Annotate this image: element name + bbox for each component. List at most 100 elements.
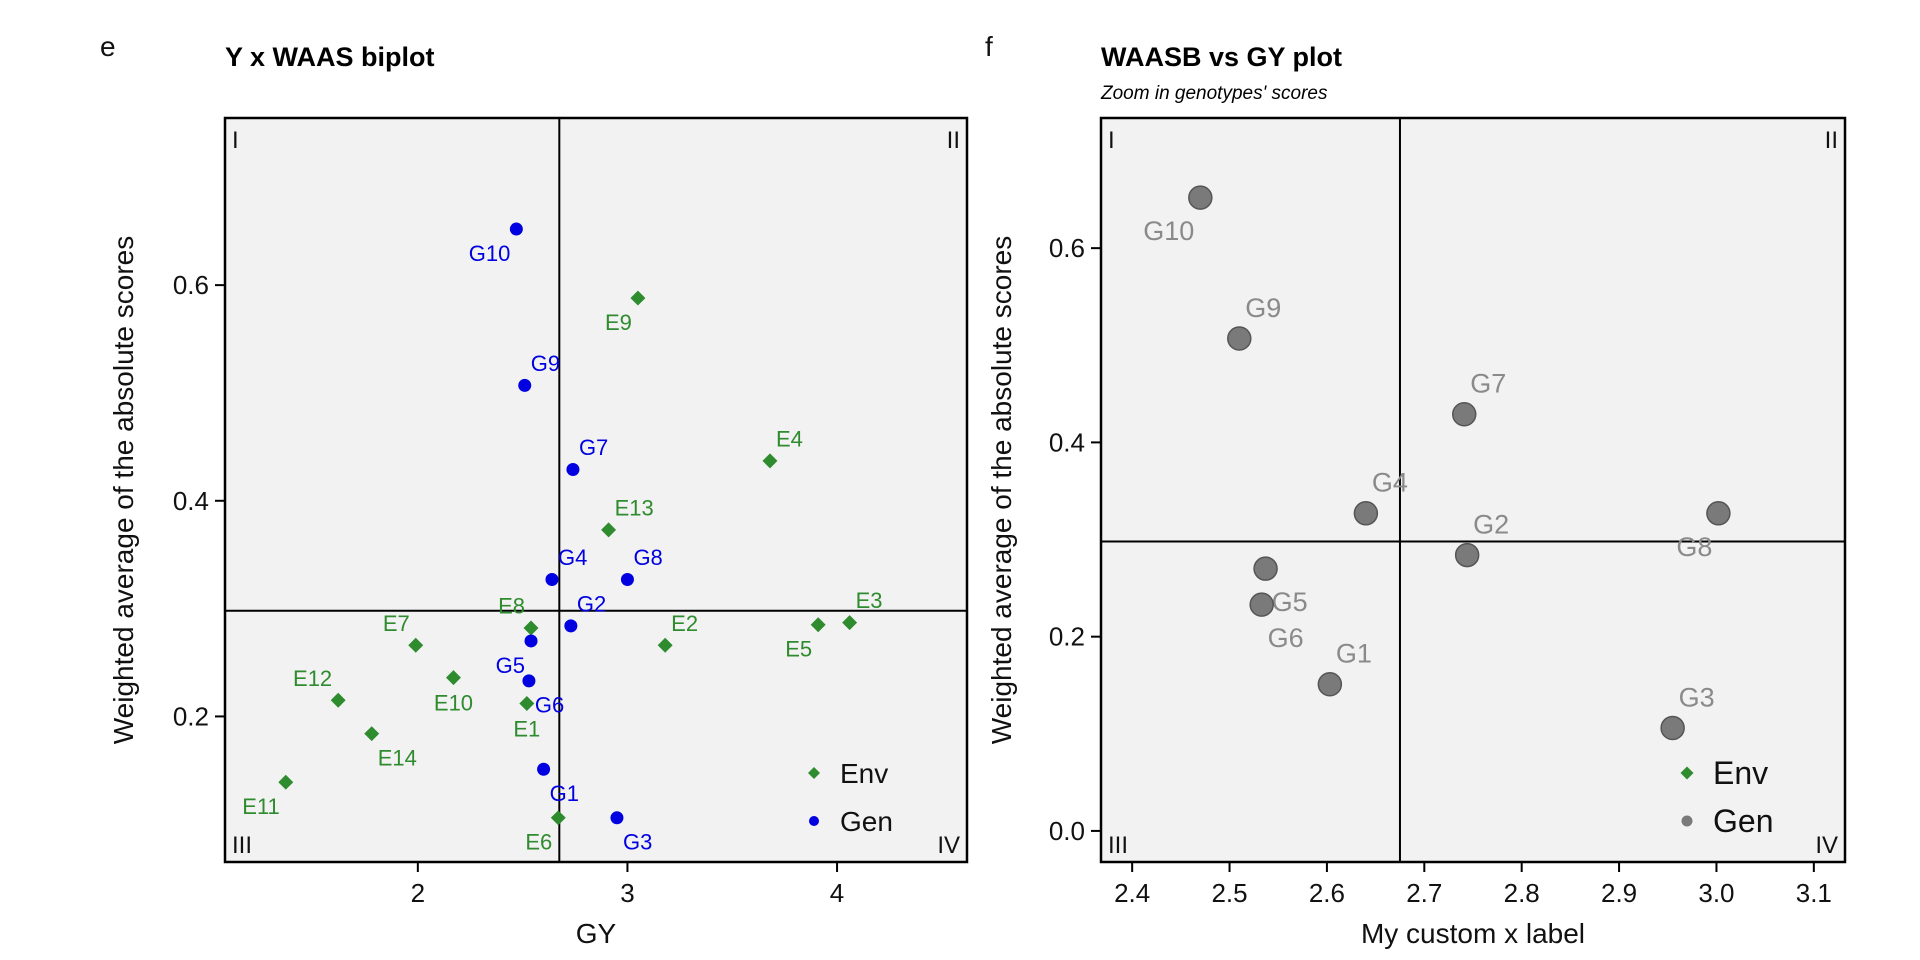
panel-tag: e	[100, 31, 116, 62]
point-label-G4: G4	[1372, 468, 1408, 498]
x-tick-label: 2.7	[1406, 878, 1442, 908]
point-G6	[1249, 592, 1274, 617]
point-G10	[509, 222, 523, 236]
legend-label-env: Env	[840, 758, 888, 789]
legend-key-gen	[809, 816, 819, 826]
legend-key-env	[1680, 766, 1694, 780]
legend: Env Gen	[1680, 755, 1773, 839]
y-tick-label: 0.2	[1049, 622, 1085, 652]
point-G9	[518, 378, 532, 392]
quadrant-label-II: II	[947, 127, 960, 154]
point-label-E9: E9	[605, 310, 632, 335]
point-G7	[1451, 401, 1477, 427]
x-tick-label: 3.1	[1796, 878, 1832, 908]
point-G2	[564, 619, 578, 633]
point-label-E8: E8	[498, 594, 525, 619]
point-G2	[1454, 542, 1480, 568]
point-label-G7: G7	[579, 435, 608, 460]
quadrant-label-IV: IV	[937, 832, 960, 859]
x-axis-title: GY	[576, 918, 617, 949]
point-G1	[1317, 672, 1343, 697]
point-label-G7: G7	[1470, 369, 1506, 399]
point-G5	[1253, 556, 1278, 581]
point-label-G1: G1	[550, 781, 579, 806]
x-axis-title: My custom x label	[1361, 918, 1585, 949]
point-E10	[445, 670, 461, 686]
plot-background	[1101, 118, 1845, 862]
point-label-G3: G3	[623, 830, 652, 855]
y-tick-label: 0.4	[1049, 427, 1085, 457]
point-label-E14: E14	[378, 745, 417, 770]
plot-background	[225, 118, 967, 862]
point-E12	[330, 692, 346, 708]
point-label-G4: G4	[558, 545, 587, 570]
point-label-G6: G6	[1268, 623, 1304, 653]
point-G3	[1660, 715, 1685, 741]
y-tick-label: 0.2	[173, 701, 209, 731]
point-label-G5: G5	[1272, 587, 1308, 617]
point-E11	[278, 774, 294, 790]
x-tick-label: 4	[830, 878, 844, 908]
x-tick-label: 2.4	[1114, 878, 1150, 908]
point-label-E12: E12	[293, 666, 332, 691]
quadrant-label-III: III	[232, 832, 252, 859]
point-label-E5: E5	[785, 637, 812, 662]
x-tick-label: 2.8	[1504, 878, 1540, 908]
point-label-E13: E13	[615, 495, 654, 520]
point-E8	[523, 620, 539, 636]
y-tick-label: 0.4	[173, 486, 209, 516]
point-E5	[810, 617, 826, 633]
point-E3	[842, 615, 858, 631]
point-label-G10: G10	[469, 241, 511, 266]
point-G7	[566, 463, 580, 477]
point-G1	[537, 762, 551, 776]
point-label-G6: G6	[535, 693, 564, 718]
point-G4	[545, 572, 559, 586]
point-G6	[522, 674, 536, 688]
point-E6	[550, 810, 566, 826]
y-axis-title: Weighted average of the absolute scores	[986, 236, 1017, 744]
point-label-E6: E6	[525, 830, 552, 855]
point-label-G8: G8	[1676, 532, 1712, 562]
x-tick-label: 2	[411, 878, 425, 908]
x-tick-label: 2.5	[1211, 878, 1247, 908]
plot-title: WAASB vs GY plot	[1101, 42, 1342, 72]
plot-subtitle: Zoom in genotypes' scores	[1100, 83, 1328, 104]
x-tick-label: 2.9	[1601, 878, 1637, 908]
y-tick-label: 0.6	[173, 270, 209, 300]
y-tick-label: 0.6	[1049, 233, 1085, 263]
point-G4	[1353, 501, 1379, 526]
panel-f: f WAASB vs GY plot Zoom in genotypes' scor…	[985, 31, 1847, 949]
point-label-E1: E1	[513, 716, 540, 741]
legend-label-gen: Gen	[840, 806, 893, 837]
point-label-G8: G8	[633, 545, 662, 570]
point-label-E2: E2	[671, 611, 698, 636]
point-G3	[610, 811, 624, 825]
point-E2	[657, 637, 673, 653]
quadrant-label-II: II	[1825, 127, 1838, 154]
point-E13	[601, 522, 617, 538]
point-G8	[1706, 501, 1731, 526]
quadrant-label-I: I	[1108, 127, 1115, 154]
point-E9	[630, 290, 646, 306]
point-G9	[1227, 326, 1252, 351]
legend: Env Gen	[808, 758, 893, 837]
x-tick-label: 3.0	[1698, 878, 1734, 908]
point-G10	[1188, 185, 1213, 210]
y-tick-label: 0.0	[1049, 816, 1085, 846]
plot-frame	[223, 116, 969, 864]
point-label-G10: G10	[1143, 216, 1194, 246]
point-label-G2: G2	[577, 591, 606, 616]
plot-frame	[1099, 116, 1847, 864]
point-label-G1: G1	[1336, 639, 1372, 669]
point-label-E7: E7	[383, 611, 410, 636]
point-label-E10: E10	[434, 691, 473, 716]
point-label-E3: E3	[856, 588, 883, 613]
panel-tag: f	[985, 31, 993, 62]
point-E14	[364, 726, 380, 742]
point-label-G9: G9	[531, 351, 560, 376]
quadrant-label-I: I	[232, 127, 239, 154]
x-tick-label: 2.6	[1309, 878, 1345, 908]
